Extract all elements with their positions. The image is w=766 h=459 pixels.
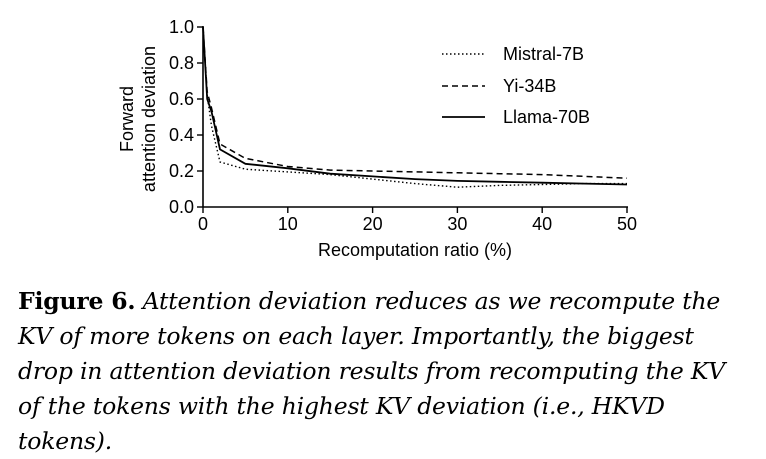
chart-ticks: 0 10 20 30 40 50 0.0 0.2 0.4 0.6 0.8 1.0 [169, 17, 637, 234]
y-axis-title: Forward attention deviation [117, 46, 159, 192]
series-line-mistral-7b [202, 26, 627, 188]
legend-label: Mistral-7B [503, 44, 584, 64]
legend-label: Yi-34B [503, 76, 556, 96]
line-chart: 0 10 20 30 40 50 0.0 0.2 0.4 0.6 0.8 1.0 Mistral-7B… [117, 17, 637, 260]
caption-label: Figure 6. [18, 287, 136, 315]
y-tick-label: 1.0 [169, 17, 194, 37]
x-tick-label: 0 [198, 214, 208, 234]
chart-series [202, 26, 628, 188]
figure-caption: Figure 6. Attention deviation reduces as… [18, 284, 753, 459]
x-axis-title: Recomputation ratio (%) [318, 240, 512, 260]
y-tick-label: 0.4 [169, 125, 194, 145]
y-tick-label: 0.8 [169, 53, 194, 73]
y-tick-label: 0.2 [169, 161, 194, 181]
x-tick-label: 30 [447, 214, 467, 234]
x-tick-label: 50 [617, 214, 637, 234]
y-tick-label: 0.6 [169, 89, 194, 109]
legend-label: Llama-70B [503, 107, 590, 127]
chart-legend: Mistral-7B Yi-34B Llama-70B [442, 44, 590, 127]
caption-text: Attention deviation reduces as we recomp… [18, 287, 726, 455]
x-tick-label: 10 [278, 214, 298, 234]
y-axis-title-line: Forward [117, 86, 137, 152]
y-axis-title-line: attention deviation [139, 46, 159, 192]
chart-axes [202, 26, 628, 208]
series-line-llama-70b [202, 26, 628, 186]
y-tick-label: 0.0 [169, 197, 194, 217]
x-tick-label: 40 [532, 214, 552, 234]
x-tick-label: 20 [363, 214, 383, 234]
series-line-yi-34b [202, 26, 628, 179]
